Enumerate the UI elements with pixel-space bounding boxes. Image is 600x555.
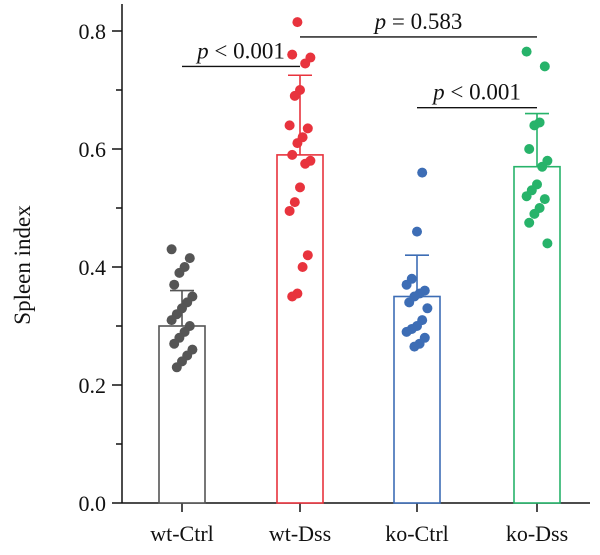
x-tick-label: ko-Ctrl: [385, 521, 449, 546]
significance-label: p = 0.583: [373, 9, 463, 34]
data-point: [184, 253, 195, 264]
data-point: [287, 291, 298, 302]
x-tick-label: wt-Ctrl: [150, 521, 214, 546]
data-point: [300, 58, 311, 69]
data-point: [287, 49, 298, 60]
data-point: [524, 144, 535, 154]
data-point: [174, 267, 185, 278]
bars: [158, 154, 561, 504]
data-point: [284, 205, 295, 216]
data-point: [302, 123, 313, 134]
data-point: [284, 120, 295, 131]
data-point: [166, 244, 177, 255]
data-point: [521, 191, 532, 202]
data-point: [422, 303, 433, 314]
significance-label: p < 0.001: [195, 38, 285, 63]
y-axis-label: Spleen index: [10, 205, 35, 325]
bar-wt-Ctrl: [158, 325, 206, 504]
y-tick-label: 0.4: [79, 255, 107, 280]
y-tick-label: 0.0: [79, 491, 107, 516]
significance-label: p < 0.001: [431, 80, 521, 105]
data-point: [171, 362, 182, 373]
data-point: [409, 341, 420, 352]
data-point: [401, 279, 412, 290]
data-points: [166, 17, 553, 373]
bar-wt-Dss: [276, 154, 324, 504]
data-point: [539, 61, 550, 72]
data-point: [289, 90, 300, 101]
data-point: [539, 194, 550, 205]
data-point: [302, 250, 313, 261]
data-point: [542, 238, 553, 249]
error-bars: [170, 74, 549, 326]
y-tick-label: 0.8: [79, 19, 107, 44]
data-point: [166, 315, 177, 326]
data-point: [292, 17, 303, 28]
data-point: [521, 46, 532, 57]
x-tick-label: wt-Dss: [269, 521, 331, 546]
data-point: [412, 226, 422, 237]
x-tick-label: ko-Dss: [506, 521, 568, 546]
data-point: [537, 161, 548, 172]
data-point: [401, 326, 412, 337]
significance-annotations: p < 0.001 p = 0.583 p < 0.001: [182, 9, 537, 109]
data-point: [169, 279, 180, 290]
data-point: [529, 120, 540, 131]
data-point: [524, 217, 535, 228]
data-point: [295, 182, 305, 193]
data-point: [404, 297, 415, 308]
data-point: [300, 158, 311, 169]
data-point: [292, 138, 303, 149]
data-point: [289, 197, 300, 208]
y-tick-label: 0.2: [79, 373, 107, 398]
data-point: [417, 167, 428, 178]
data-point: [169, 338, 180, 349]
x-tick-labels: wt-Ctrl wt-Dss ko-Ctrl ko-Dss: [150, 521, 568, 546]
data-point: [287, 149, 298, 160]
y-tick-label: 0.6: [79, 137, 107, 162]
data-point: [529, 208, 540, 219]
data-point: [297, 262, 308, 272]
bar-ko-Dss: [513, 165, 561, 504]
